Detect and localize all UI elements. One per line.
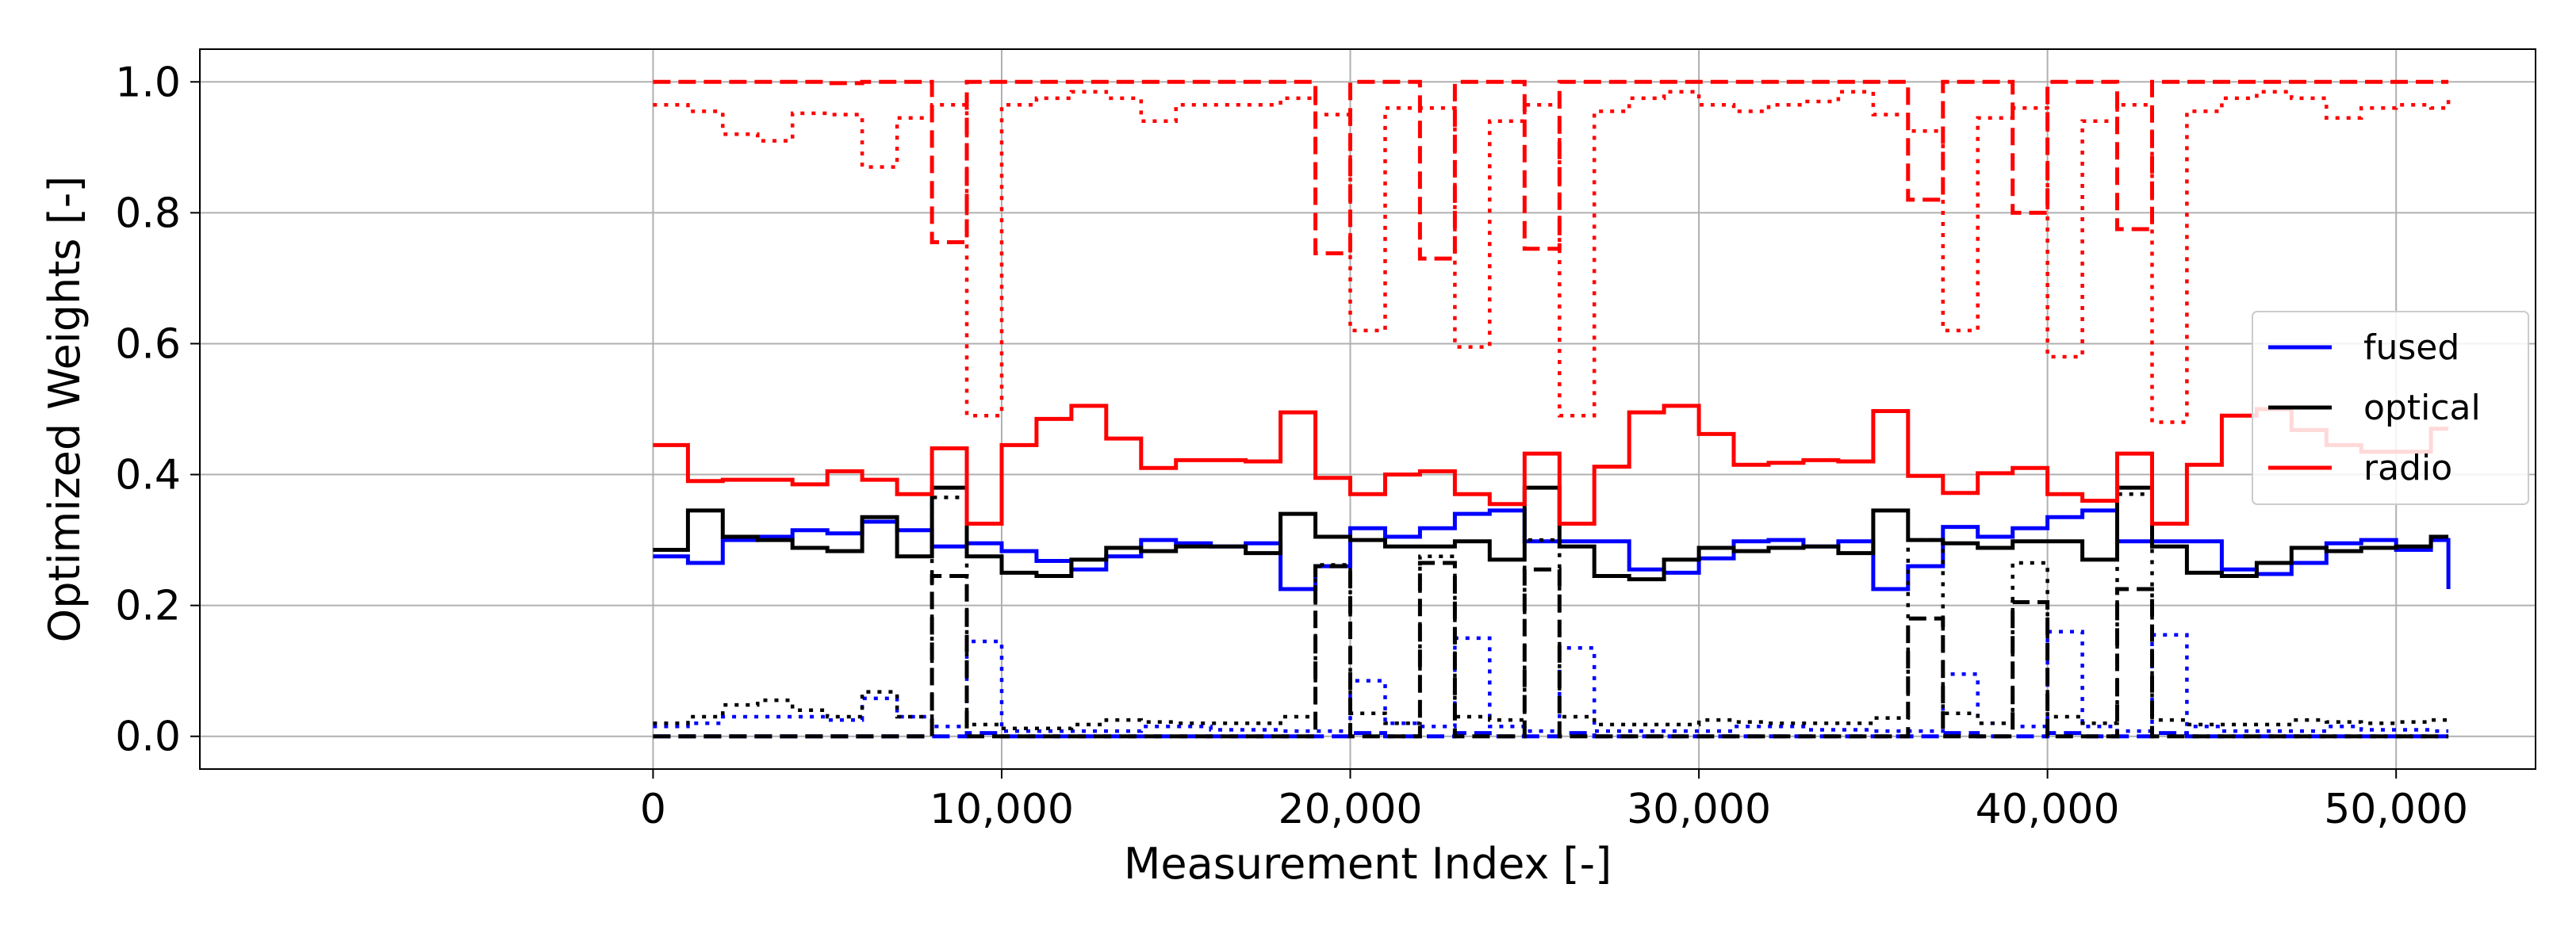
y-tick-label-2: 0.4 (115, 452, 181, 499)
radio-solid-line (653, 404, 2449, 526)
legend: fused optical radio (2252, 311, 2529, 505)
series-4-dotted-line (653, 492, 2449, 731)
x-tick-label-4: 40,000 (1976, 786, 2120, 833)
optical-solid-line (653, 485, 2449, 582)
legend-box (2252, 311, 2529, 505)
y-tick-label-4: 0.8 (115, 189, 181, 237)
y-axis-label: Optimized Weights [-] (40, 176, 90, 643)
y-tick-label-0: 0.0 (115, 714, 181, 761)
x-axis-label: Measurement Index [-] (1124, 839, 1612, 889)
y-tick-label-3: 0.6 (115, 320, 181, 368)
tick-layer: 0 10,000 20,000 30,000 40,000 50,000 0.0 0.2 0.4… (115, 59, 2468, 833)
series-8-dashed-line (653, 79, 2449, 261)
x-tick-label-0: 0 (640, 786, 666, 833)
legend-label-fused: fused (2363, 327, 2459, 368)
x-tick-label-2: 20,000 (1278, 786, 1423, 833)
x-tick-label-5: 50,000 (2324, 786, 2468, 833)
x-tick-label-1: 10,000 (930, 786, 1074, 833)
series-7-dotted-line (653, 90, 2451, 424)
y-tick-label-1: 0.2 (115, 583, 181, 630)
legend-label-radio: radio (2363, 448, 2452, 488)
plot-area-frame (199, 48, 2536, 770)
y-tick-label-5: 1.0 (115, 59, 181, 106)
legend-label-optical: optical (2363, 388, 2481, 428)
x-tick-label-3: 30,000 (1627, 786, 1771, 833)
series-layer (653, 79, 2451, 739)
series-5-dashed-line (653, 561, 2449, 739)
